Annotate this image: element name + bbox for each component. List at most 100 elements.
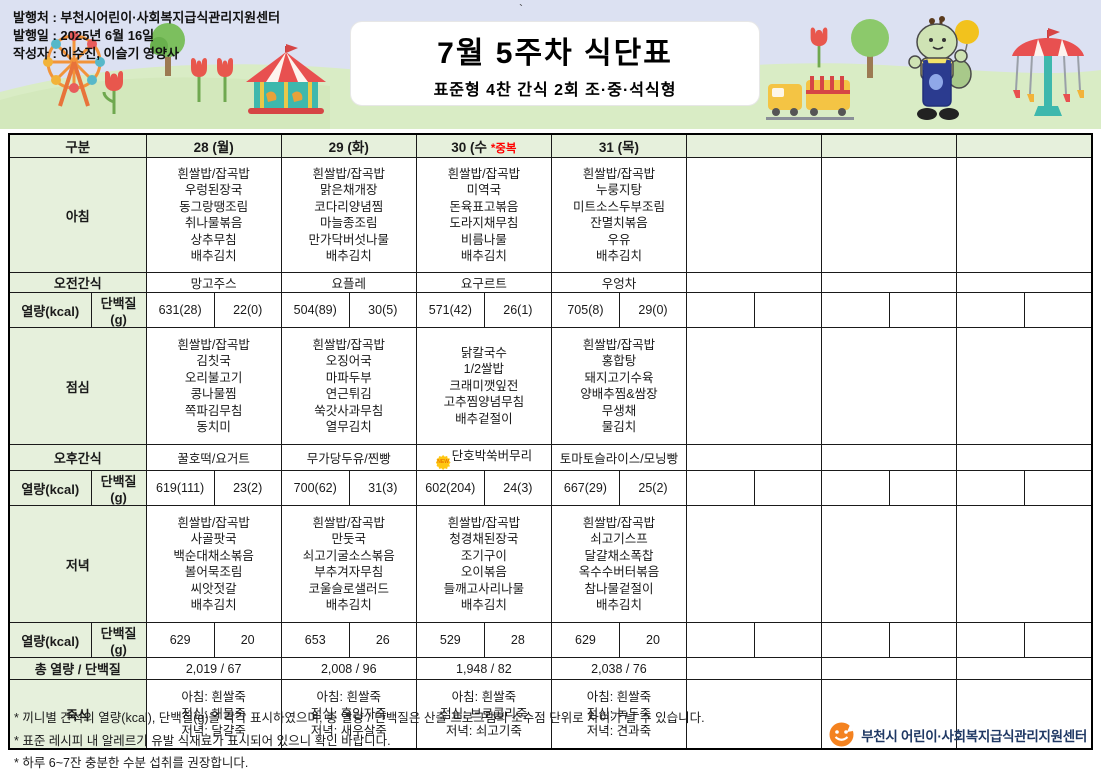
kcal-value-cell: 602(204)	[415, 470, 485, 506]
total-value-cell	[821, 657, 958, 680]
kcal-label: 열량(kcal)	[8, 470, 92, 506]
total-value-cell: 1,948 / 82	[415, 657, 552, 680]
tree-icon	[851, 19, 889, 78]
pm-snack-label: 오후간식	[8, 444, 147, 471]
dinner-menu-cell: 흰쌀밥/잡곡밥 청경채된장국 조기구이 오이볶음 들깨고사리나물 배추김치	[415, 505, 552, 623]
footnote-line: * 표준 레시피 내 알레르기 유발 식재료가 표시되어 있으니 확인 바랍니다…	[14, 733, 391, 748]
tulip-icon	[102, 71, 123, 114]
day-header-cell: 28 (월)	[145, 133, 282, 158]
protein-value-cell: 30(5)	[348, 292, 417, 328]
train-icon	[766, 76, 854, 120]
mascot-icon	[908, 16, 979, 120]
total-label: 총 열량 / 단백질	[8, 657, 147, 680]
kcal-value-cell: 629	[145, 622, 215, 658]
porridge-menu-cell: 아침: 흰쌀죽 점심: 브로콜리죽 저녁: 쇠고기죽	[415, 679, 552, 750]
breakfast-menu-cell: 흰쌀밥/잡곡밥 맑은채개장 코다리양념찜 마늘종조림 만가닥버섯나물 배추김치	[280, 157, 417, 273]
footnote-line: * 끼니별 간식의 열량(kcal), 단백질(g)을 각각 표시하였으며, 총…	[14, 711, 705, 725]
lunch-menu-cell: 흰쌀밥/잡곡밥 홍합탕 돼지고기수육 양배추찜&쌈장 무생채 물김치	[550, 327, 688, 445]
protein-value-cell: 26(1)	[483, 292, 552, 328]
total-value-cell	[685, 657, 823, 680]
breakfast-label: 아침	[8, 157, 147, 273]
kcal-value-cell	[685, 470, 756, 506]
lunch-menu-cell: 흰쌀밥/잡곡밥 김칫국 오리불고기 콩나물찜 쪽파김무침 동치미	[145, 327, 282, 445]
protein-value-cell: 26	[348, 622, 417, 658]
author-line: 작성자 : 이수진, 이슬기 영양사	[13, 46, 179, 61]
lunch-menu-cell	[821, 327, 958, 445]
pm-snack-cell	[821, 444, 958, 471]
swing-ride-icon	[1012, 28, 1084, 116]
kcal-value-cell: 529	[415, 622, 485, 658]
day-header-cell	[685, 133, 823, 158]
kcal-value-cell: 667(29)	[550, 470, 620, 506]
day-header-cell: 29 (화)	[280, 133, 417, 158]
porridge-menu-cell: 아침: 흰쌀죽 점심: 녹두죽 저녁: 견과죽	[550, 679, 688, 750]
protein-value-cell	[754, 622, 823, 658]
protein-value-cell: 23(2)	[213, 470, 282, 506]
total-value-cell: 2,008 / 96	[280, 657, 417, 680]
protein-value-cell	[889, 292, 958, 328]
protein-value-cell	[889, 622, 958, 658]
page-subtitle: 표준형 4찬 간식 2회 조·중·석식형	[433, 81, 677, 99]
meal-plan-table: 구분 28 (월) 29 (화) 30 (수 *중복 31 (목) 아침 흰쌀밥/잡곡밥 우렁된…	[8, 133, 1093, 750]
day-header-cell	[821, 133, 958, 158]
dinner-menu-cell: 흰쌀밥/잡곡밥 사골팟국 백순대채소볶음 볼어묵조림 씨앗젓갈 배추김치	[145, 505, 282, 623]
kcal-value-cell	[956, 622, 1026, 658]
kcal-value-cell: 619(111)	[145, 470, 215, 506]
protein-label: 단백질(g)	[90, 622, 147, 658]
breakfast-menu-cell	[821, 157, 958, 273]
smiley-logo-icon	[829, 722, 854, 747]
breakfast-menu-cell	[956, 157, 1093, 273]
kcal-value-cell: 631(28)	[145, 292, 215, 328]
protein-value-cell	[889, 470, 958, 506]
ferris-wheel-icon	[43, 31, 105, 107]
lunch-menu-cell	[956, 327, 1093, 445]
protein-value-cell: 29(0)	[618, 292, 688, 328]
publication-info: 발행처 : 부천시어린이·사회복지급식관리지원센터 발행일 : 2025년 6월…	[13, 9, 280, 63]
am-snack-cell: 요구르트	[415, 272, 552, 293]
protein-value-cell	[754, 470, 823, 506]
pm-snack-cell: 무가당두유/찐빵	[280, 444, 417, 471]
new-badge-icon: NEW	[435, 455, 451, 470]
protein-label: 단백질(g)	[90, 470, 147, 506]
publish-date-line: 발행일 : 2025년 6월 16일	[13, 28, 155, 43]
corner-cell: 구분	[8, 133, 147, 158]
header-banner: 발행처 : 부천시어린이·사회복지급식관리지원센터 발행일 : 2025년 6월…	[0, 0, 1101, 129]
pm-snack-cell: 꿀호떡/요거트	[145, 444, 282, 471]
protein-label: 단백질(g)	[90, 292, 147, 328]
breakfast-menu-cell	[685, 157, 823, 273]
porridge-menu-cell: 아침: 흰쌀죽 점심: 해물죽 저녁: 달걀죽	[145, 679, 282, 750]
am-snack-cell	[821, 272, 958, 293]
total-value-cell: 2,038 / 76	[550, 657, 688, 680]
protein-value-cell: 28	[483, 622, 552, 658]
am-snack-cell	[956, 272, 1093, 293]
lunch-menu-cell	[685, 327, 823, 445]
footnote-line: * 하루 6~7잔 충분한 수분 섭취를 권장합니다.	[14, 756, 249, 770]
am-snack-cell: 망고주스	[145, 272, 282, 293]
dinner-menu-cell	[821, 505, 958, 623]
kcal-label: 열량(kcal)	[8, 292, 92, 328]
kcal-value-cell: 700(62)	[280, 470, 350, 506]
am-snack-cell: 우엉차	[550, 272, 688, 293]
pm-snack-cell: NEW 단호박쑥버무리	[415, 444, 552, 471]
breakfast-menu-cell: 흰쌀밥/잡곡밥 미역국 돈육표고볶음 도라지채무침 비름나물 배추김치	[415, 157, 552, 273]
kcal-value-cell	[821, 470, 891, 506]
tulip-pair-icon	[191, 58, 233, 102]
protein-value-cell: 31(3)	[348, 470, 417, 506]
kcal-value-cell	[821, 292, 891, 328]
dinner-label: 저녁	[8, 505, 147, 623]
breakfast-menu-cell: 흰쌀밥/잡곡밥 누룽지탕 미트소스두부조림 잔멸치볶음 우유 배추김치	[550, 157, 688, 273]
dinner-menu-cell	[956, 505, 1093, 623]
kcal-value-cell: 629	[550, 622, 620, 658]
day-header-cell: 30 (수 *중복	[415, 133, 552, 158]
protein-value-cell: 22(0)	[213, 292, 282, 328]
tulip-icon	[810, 27, 828, 68]
porridge-menu-cell	[685, 679, 823, 750]
dinner-menu-cell: 흰쌀밥/잡곡밥 쇠고기스프 달걀채소폭찹 옥수수버터볶음 참나물겉절이 배추김치	[550, 505, 688, 623]
kcal-value-cell: 653	[280, 622, 350, 658]
lunch-label: 점심	[8, 327, 147, 445]
protein-value-cell	[1024, 292, 1093, 328]
kcal-label: 열량(kcal)	[8, 622, 92, 658]
kcal-value-cell	[956, 292, 1026, 328]
kcal-value-cell: 571(42)	[415, 292, 485, 328]
pm-snack-cell: 토마토슬라이스/모닝빵	[550, 444, 688, 471]
